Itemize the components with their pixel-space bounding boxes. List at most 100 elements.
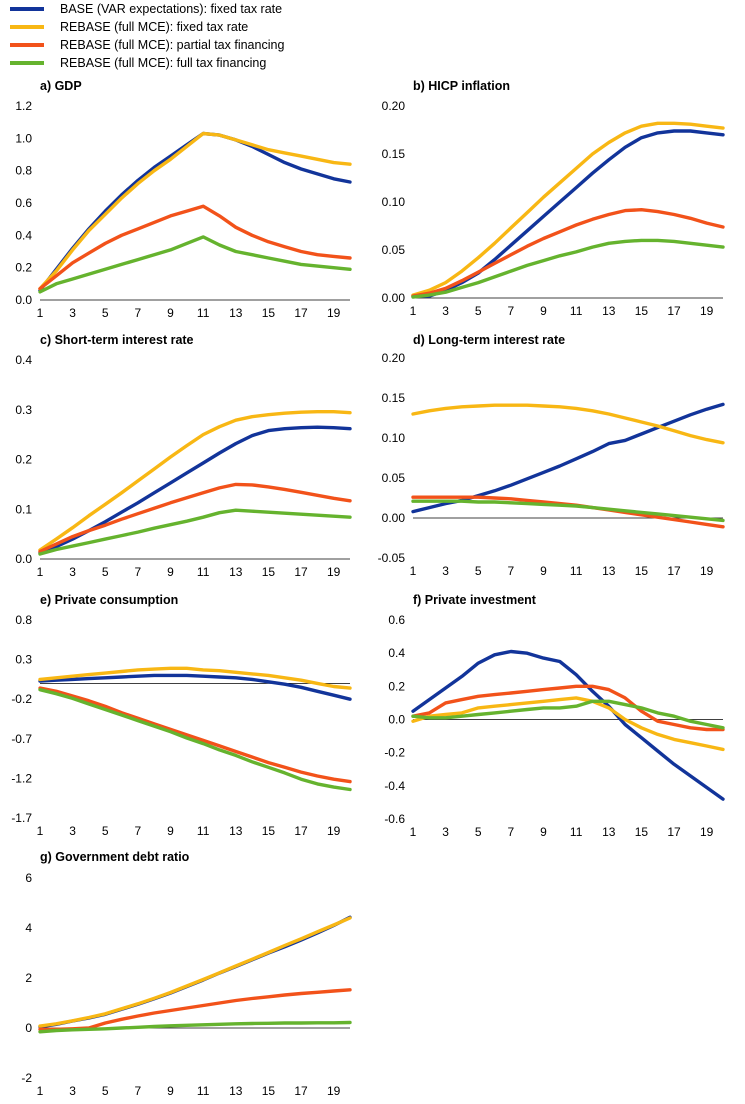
x-tick-label: 11 [570, 564, 583, 578]
y-tick-label: -0.7 [11, 732, 32, 746]
x-tick-label: 5 [475, 304, 482, 318]
chart-panel-f-private-investment: f) Private investment -0.6 -0.4 -0.2 0.0 0.2 0… [384, 593, 725, 839]
x-tick-label: 15 [262, 1084, 276, 1098]
legend-swatch [10, 25, 44, 29]
x-tick-label: 13 [229, 306, 243, 320]
x-tick-label: 9 [167, 306, 174, 320]
x-tick-label: 11 [197, 1084, 210, 1098]
x-tick-label: 11 [570, 825, 583, 839]
chart-panel-d-long-term-interest-rate: d) Long-term interest rate -0.05 0.00 0.05 0… [378, 333, 725, 578]
series-line-rebase-full-mce-partial-tax-financing [38, 686, 352, 784]
y-tick-label: 0.00 [382, 291, 406, 305]
y-tick-label: 6 [25, 871, 32, 885]
series-line-rebase-full-mce-partial-tax-financing [38, 482, 352, 554]
y-tick-label: 0.2 [15, 261, 32, 275]
y-tick-label: 0.15 [382, 391, 406, 405]
y-tick-label: 4 [25, 921, 32, 935]
x-tick-label: 3 [442, 825, 449, 839]
y-tick-label: -0.4 [384, 779, 405, 793]
x-tick-label: 19 [327, 824, 341, 838]
legend-label: REBASE (full MCE): fixed tax rate [60, 20, 249, 34]
x-tick-label: 19 [700, 304, 714, 318]
y-tick-label: -1.7 [11, 811, 32, 825]
x-tick-label: 1 [410, 304, 417, 318]
x-tick-label: 17 [294, 306, 308, 320]
y-tick-label: 0.15 [382, 147, 406, 161]
y-tick-label: 0.4 [15, 353, 32, 367]
legend-label: REBASE (full MCE): partial tax financing [60, 38, 285, 52]
chart-title: e) Private consumption [40, 593, 178, 607]
y-tick-label: 0.4 [388, 646, 405, 660]
series-line-rebase-full-mce-fixed-tax-rate [411, 696, 725, 752]
x-tick-label: 1 [37, 306, 44, 320]
y-tick-label: -0.05 [378, 551, 406, 565]
series-line-rebase-full-mce-full-tax-financing [38, 235, 352, 294]
x-tick-label: 7 [135, 565, 142, 579]
x-tick-label: 1 [37, 1084, 44, 1098]
y-tick-label: 0.4 [15, 228, 32, 242]
chart-panel-c-short-term-interest-rate: c) Short-term interest rate 0.0 0.1 0.2 0.3 0… [15, 333, 352, 579]
series-line-base-var-expectations-fixed-tax-rate [411, 402, 725, 514]
series-line-rebase-full-mce-fixed-tax-rate [38, 410, 352, 552]
series-line-base-var-expectations-fixed-tax-rate [38, 673, 352, 701]
x-tick-label: 3 [69, 565, 76, 579]
series-line-rebase-full-mce-full-tax-financing [411, 499, 725, 523]
series-line-rebase-full-mce-full-tax-financing [411, 238, 725, 299]
series-line-rebase-full-mce-partial-tax-financing [38, 204, 352, 291]
y-tick-label: -0.2 [384, 746, 405, 760]
y-tick-label: 0.00 [382, 511, 406, 525]
x-tick-label: 13 [229, 824, 243, 838]
y-tick-label: 0.6 [15, 196, 32, 210]
y-tick-label: 0.20 [382, 351, 406, 365]
x-tick-label: 7 [135, 306, 142, 320]
y-tick-label: 0.0 [15, 552, 32, 566]
y-tick-label: 0.10 [382, 195, 406, 209]
x-tick-label: 13 [602, 564, 616, 578]
series-line-rebase-full-mce-full-tax-financing [38, 688, 352, 792]
x-tick-label: 17 [294, 824, 308, 838]
x-tick-label: 9 [540, 304, 547, 318]
chart-title: b) HICP inflation [413, 79, 510, 93]
x-tick-label: 15 [635, 825, 649, 839]
series-line-rebase-full-mce-fixed-tax-rate [38, 666, 352, 690]
y-tick-label: 0.05 [382, 243, 406, 257]
x-tick-label: 19 [327, 306, 341, 320]
x-tick-label: 7 [135, 824, 142, 838]
chart-title: a) GDP [40, 79, 82, 93]
x-tick-label: 3 [69, 824, 76, 838]
chart-panel-e-private-consumption: e) Private consumption -1.7 -1.2 -0.7 -0.2 0.… [11, 593, 352, 838]
y-tick-label: 0.1 [15, 502, 32, 516]
x-tick-label: 9 [540, 564, 547, 578]
y-tick-label: 0.05 [382, 471, 406, 485]
chart-title: c) Short-term interest rate [40, 333, 194, 347]
x-tick-label: 13 [602, 825, 616, 839]
y-tick-label: 0.3 [15, 653, 32, 667]
x-tick-label: 7 [135, 1084, 142, 1098]
y-tick-label: 0.2 [388, 679, 405, 693]
series-line-rebase-full-mce-fixed-tax-rate [38, 131, 352, 291]
chart-title: f) Private investment [413, 593, 537, 607]
x-tick-label: 9 [167, 824, 174, 838]
x-tick-label: 11 [570, 304, 583, 318]
y-tick-label: 0.8 [15, 164, 32, 178]
x-tick-label: 17 [667, 564, 681, 578]
x-tick-label: 19 [327, 565, 341, 579]
x-tick-label: 17 [294, 1084, 308, 1098]
series-line-rebase-full-mce-fixed-tax-rate [411, 403, 725, 445]
series-line-rebase-full-mce-full-tax-financing [411, 699, 725, 730]
series-line-rebase-full-mce-partial-tax-financing [411, 207, 725, 298]
y-tick-label: 0.0 [15, 293, 32, 307]
series-line-rebase-full-mce-partial-tax-financing [411, 684, 725, 732]
x-tick-label: 15 [635, 304, 649, 318]
x-tick-label: 15 [262, 824, 276, 838]
x-tick-label: 3 [69, 306, 76, 320]
y-tick-label: 2 [25, 971, 32, 985]
x-tick-label: 1 [410, 564, 417, 578]
series-line-base-var-expectations-fixed-tax-rate [38, 915, 352, 1029]
x-tick-label: 19 [700, 564, 714, 578]
y-tick-label: 0.20 [382, 99, 406, 113]
x-tick-label: 19 [327, 1084, 341, 1098]
